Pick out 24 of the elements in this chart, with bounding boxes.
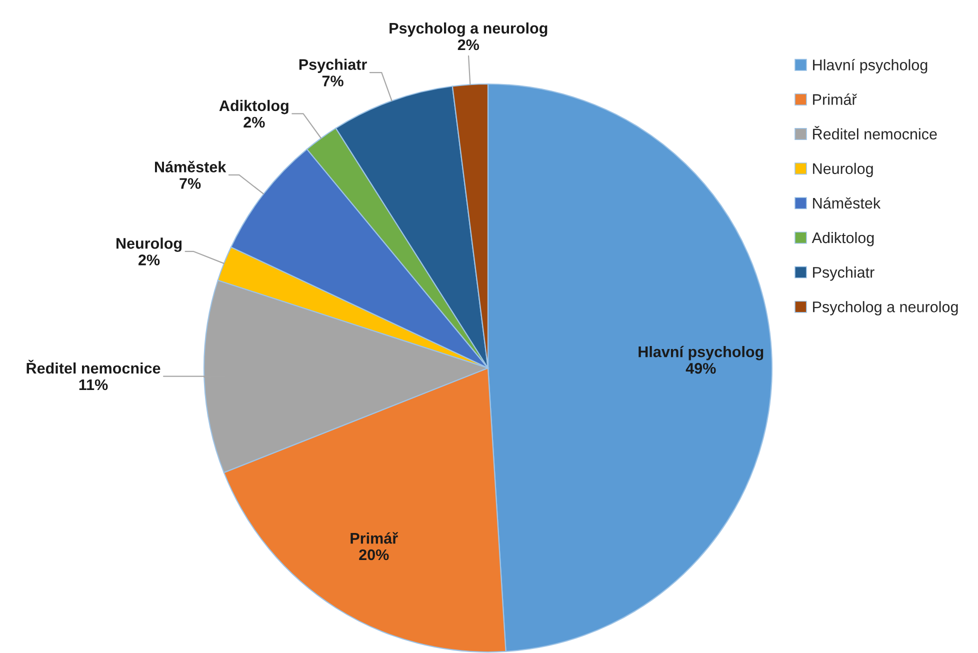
legend-label: Neurolog: [813, 162, 873, 178]
data-label: 7%: [322, 76, 344, 86]
slice-label: Primář: [350, 532, 398, 544]
legend-label: Adiktolog: [812, 232, 874, 246]
slice-label: Náměstek: [154, 160, 226, 172]
slice-label: Neurolog: [116, 238, 182, 252]
legend-label: Ředitel nemocnice: [813, 126, 937, 140]
slice-label: Hlavní psycholog: [638, 346, 764, 360]
slice-label: Adiktolog: [219, 100, 288, 114]
data-label: 2%: [244, 116, 265, 128]
legend-label: Psycholog a neurolog: [813, 301, 958, 316]
legend-label: Náměstek: [813, 197, 881, 209]
data-label: 7%: [180, 178, 201, 189]
slice-label: Ředitel nemocnice: [26, 360, 160, 374]
data-label: 20%: [359, 549, 389, 560]
data-label: 2%: [138, 254, 160, 266]
slice-label: Psychiatr: [299, 58, 367, 73]
data-label: 11%: [79, 379, 108, 390]
data-label: 49%: [686, 362, 716, 374]
legend-label: Hlavní psycholog: [813, 59, 928, 74]
slice-label: Psycholog a neurolog: [390, 22, 548, 37]
legend-label: Psychiatr: [813, 266, 874, 281]
data-label: 2%: [458, 39, 480, 50]
legend-label: Primář: [813, 94, 858, 105]
